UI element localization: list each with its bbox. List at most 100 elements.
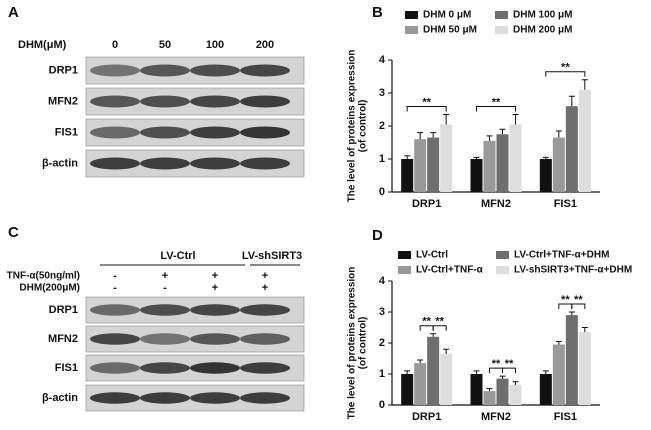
error-bar [486, 135, 493, 141]
bar [414, 363, 427, 405]
blot-band [190, 304, 240, 316]
blot-band [190, 95, 240, 108]
legend-label: DHM 200 μM [513, 25, 572, 36]
y-axis-label: (of control) [358, 317, 369, 370]
lane-label: 50 [159, 39, 171, 51]
bar [496, 134, 509, 192]
legend-label: LV-Ctrl+TNF-α [416, 265, 484, 276]
bar [578, 332, 591, 405]
blot-band [240, 64, 290, 77]
error-bar [486, 388, 493, 392]
blot-band [240, 157, 290, 170]
bar [483, 140, 496, 192]
blot-row-label: MFN2 [48, 333, 78, 345]
bar [578, 89, 591, 192]
bar [427, 336, 440, 405]
condition-label: DHM(200μM) [19, 283, 80, 294]
error-bar [430, 333, 437, 337]
bar [470, 374, 483, 405]
condition-sign: - [113, 282, 117, 294]
panel-letter: C [8, 224, 19, 241]
legend-label: LV-Ctrl+TNF-α+DHM [514, 250, 609, 261]
bar [401, 159, 414, 192]
condition-sign: - [113, 270, 117, 282]
significance-bracket [406, 105, 447, 112]
legend-label: DHM 0 μM [423, 10, 471, 21]
blot-band [190, 126, 240, 139]
y-tick-label: 2 [379, 337, 385, 349]
condition-sign: + [262, 270, 268, 282]
bar [414, 139, 427, 192]
error-bar [473, 156, 480, 159]
bar [470, 159, 483, 192]
blot-band [240, 95, 290, 108]
bar [539, 374, 552, 405]
x-tick-label: MFN2 [481, 411, 511, 423]
blot-row-label: FIS1 [55, 362, 78, 374]
bar [552, 137, 565, 192]
blot-band [240, 362, 290, 374]
error-bar [443, 113, 450, 125]
bar [496, 378, 509, 405]
error-bar [404, 370, 411, 374]
bar [565, 106, 578, 192]
error-bar [417, 132, 424, 140]
error-bar [555, 340, 562, 345]
blot-band [190, 392, 240, 404]
blot-band [140, 333, 190, 345]
blot-band [240, 304, 290, 316]
bar [509, 384, 522, 405]
significance-bracket [476, 105, 516, 112]
significance-label: ** [492, 96, 501, 108]
bar [440, 124, 453, 192]
blot-band [90, 95, 140, 108]
blot-band [90, 333, 140, 345]
y-tick-label: 4 [379, 275, 386, 287]
significance-bracket [432, 325, 447, 331]
blot-row-label: FIS1 [55, 126, 78, 138]
significance-label: ** [492, 358, 501, 370]
blot-band [240, 126, 290, 139]
group-label: LV-Ctrl [160, 250, 195, 262]
panel-letter: A [8, 4, 19, 21]
legend-swatch [496, 251, 509, 259]
significance-label: ** [574, 294, 583, 306]
legend-swatch [495, 26, 508, 34]
condition-sign: + [262, 282, 268, 294]
blot-band [240, 392, 290, 404]
condition-sign: + [212, 270, 218, 282]
legend-label: LV-shSIRT3+TNF-α+DHM [514, 265, 632, 276]
legend-swatch [496, 266, 509, 274]
panel-letter: D [372, 227, 383, 244]
bar [539, 159, 552, 192]
significance-label: ** [435, 316, 444, 328]
bar [565, 315, 578, 405]
legend-swatch [398, 251, 411, 259]
bar [427, 137, 440, 192]
error-bar [430, 132, 437, 138]
legend-label: DHM 50 μM [423, 25, 477, 36]
significance-label: ** [561, 294, 570, 306]
bar [401, 374, 414, 405]
blot-band [90, 362, 140, 374]
y-tick-label: 0 [379, 399, 385, 411]
blot-row-label: β-actin [42, 392, 78, 404]
x-tick-label: DRP1 [412, 411, 441, 423]
bar [483, 391, 496, 405]
significance-label: ** [505, 358, 514, 370]
lane-label: 100 [206, 39, 224, 51]
error-bar [568, 311, 575, 316]
significance-label: ** [561, 62, 570, 74]
error-bar [512, 381, 519, 385]
legend-label: DHM 100 μM [513, 10, 572, 21]
legend-label: LV-Ctrl [416, 250, 448, 261]
blot-band [140, 392, 190, 404]
y-tick-label: 3 [379, 87, 385, 99]
error-bar [499, 128, 506, 135]
blot-band [90, 304, 140, 316]
y-axis-label: The level of proteins expression [347, 50, 358, 203]
x-tick-label: FIS1 [554, 198, 577, 210]
significance-bracket [545, 71, 586, 77]
condition-label: TNF-α(50ng/ml) [7, 271, 80, 282]
significance-bracket [502, 367, 516, 374]
